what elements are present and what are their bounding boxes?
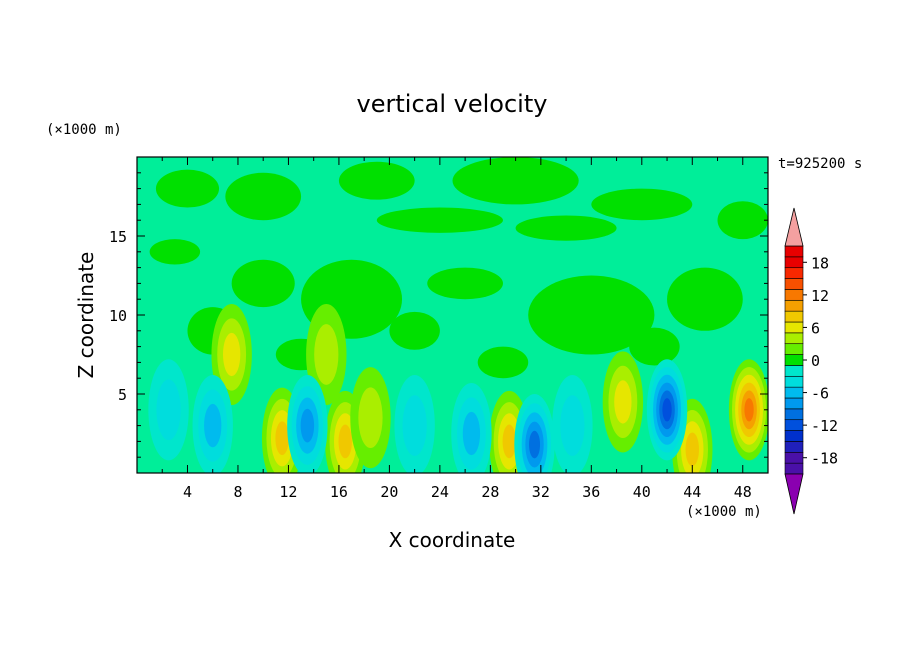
weak-updraft-patch — [231, 259, 295, 308]
weak-updraft-patch — [338, 161, 415, 200]
updraft-contour — [744, 398, 754, 422]
colorbar-segment — [784, 462, 804, 475]
weak-updraft-patch — [376, 207, 503, 233]
colorbar-segment — [784, 430, 804, 442]
updraft-contour — [314, 324, 339, 385]
y-tick-label: 10 — [109, 307, 127, 325]
x-tick-label: 36 — [582, 483, 600, 501]
y-unit-label: (×1000 m) — [46, 122, 122, 138]
colorbar-segment — [784, 256, 804, 269]
weak-updraft-patch — [629, 327, 680, 366]
downdraft-contour — [529, 430, 541, 459]
colorbar-segment — [784, 441, 804, 453]
colorbar-segment — [784, 343, 804, 355]
downdraft-contour — [402, 395, 427, 456]
colorbar-segment — [784, 267, 804, 279]
weak-updraft-patch — [155, 169, 220, 208]
weak-updraft-patch — [389, 311, 440, 350]
weak-updraft-patch — [427, 267, 503, 300]
x-tick-label: 24 — [431, 483, 449, 501]
colorbar-segment — [784, 299, 804, 312]
x-axis: 4 8 12 16 20 24 28 32 36 40 44 48 — [161, 157, 752, 501]
x-tick-label: 12 — [279, 483, 297, 501]
downdraft-contour — [560, 395, 585, 456]
x-unit-label: (×1000 m) — [686, 504, 762, 520]
weak-updraft-patch — [528, 275, 655, 355]
y-axis: 5 10 15 — [109, 172, 768, 458]
x-axis-label: X coordinate — [389, 528, 516, 552]
colorbar-segment — [784, 289, 804, 301]
updraft-contour — [338, 424, 352, 459]
colorbar-segment — [784, 332, 804, 345]
downdraft-contour — [662, 398, 672, 422]
y-tick-label: 5 — [118, 386, 127, 404]
x-tick-label: 20 — [380, 483, 398, 501]
updraft-contour — [685, 432, 700, 467]
weak-updraft-patch — [515, 215, 617, 241]
x-tick-label: 28 — [481, 483, 499, 501]
colorbar-tick-label: -18 — [811, 450, 838, 468]
downdraft-contour — [204, 403, 222, 448]
colorbar-over-arrow — [784, 207, 804, 247]
x-tick-label: 32 — [532, 483, 550, 501]
updraft-contour — [222, 332, 241, 377]
colorbar-segment — [784, 419, 804, 431]
downdraft-contour — [300, 408, 315, 443]
colorbar-tick-label: -12 — [811, 417, 838, 435]
colorbar-segment — [784, 310, 804, 323]
weak-updraft-patch — [667, 267, 743, 331]
x-tick-label: 4 — [183, 483, 192, 501]
colorbar-segment — [784, 278, 804, 290]
x-tick-label: 40 — [633, 483, 651, 501]
colorbar-tick-label: -6 — [811, 385, 829, 403]
y-tick-label: 15 — [109, 228, 127, 246]
weak-updraft-patch — [149, 239, 201, 265]
colorbar-tick-label: 18 — [811, 254, 829, 272]
updraft-contour — [502, 424, 517, 459]
updraft-contour — [275, 421, 289, 456]
downdraft-contour — [156, 379, 181, 441]
weak-updraft-patch — [477, 346, 529, 379]
colorbar-segment — [784, 245, 804, 258]
colorbar-segment — [784, 354, 804, 366]
colorbar-under-arrow — [784, 473, 804, 515]
chart-title: vertical velocity — [357, 90, 548, 118]
weak-updraft-patch — [452, 157, 579, 205]
weak-updraft-patch — [591, 188, 693, 221]
colorbar: 18 12 6 0 -6 -12 -18 — [784, 207, 838, 515]
colorbar-tick-label: 6 — [811, 319, 820, 337]
colorbar-segment — [784, 375, 804, 388]
plot-area — [137, 157, 768, 473]
colorbar-segment — [784, 408, 804, 421]
colorbar-segment — [784, 386, 804, 399]
x-tick-label: 16 — [330, 483, 348, 501]
weak-updraft-patch — [225, 172, 302, 221]
colorbar-segment — [784, 397, 804, 410]
x-tick-label: 48 — [734, 483, 752, 501]
x-tick-label: 44 — [683, 483, 701, 501]
colorbar-segment — [784, 365, 804, 377]
colorbar-segment — [784, 451, 804, 464]
x-tick-label: 8 — [233, 483, 242, 501]
downdraft-contour — [462, 411, 481, 456]
weak-updraft-patch — [717, 201, 768, 240]
colorbar-tick-label: 0 — [811, 352, 820, 370]
time-label: t=925200 s — [778, 156, 862, 172]
updraft-contour — [614, 380, 632, 424]
updraft-contour — [358, 387, 383, 449]
colorbar-tick-label: 12 — [811, 287, 829, 305]
y-axis-label: Z coordinate — [74, 252, 98, 379]
colorbar-segment — [784, 321, 804, 334]
